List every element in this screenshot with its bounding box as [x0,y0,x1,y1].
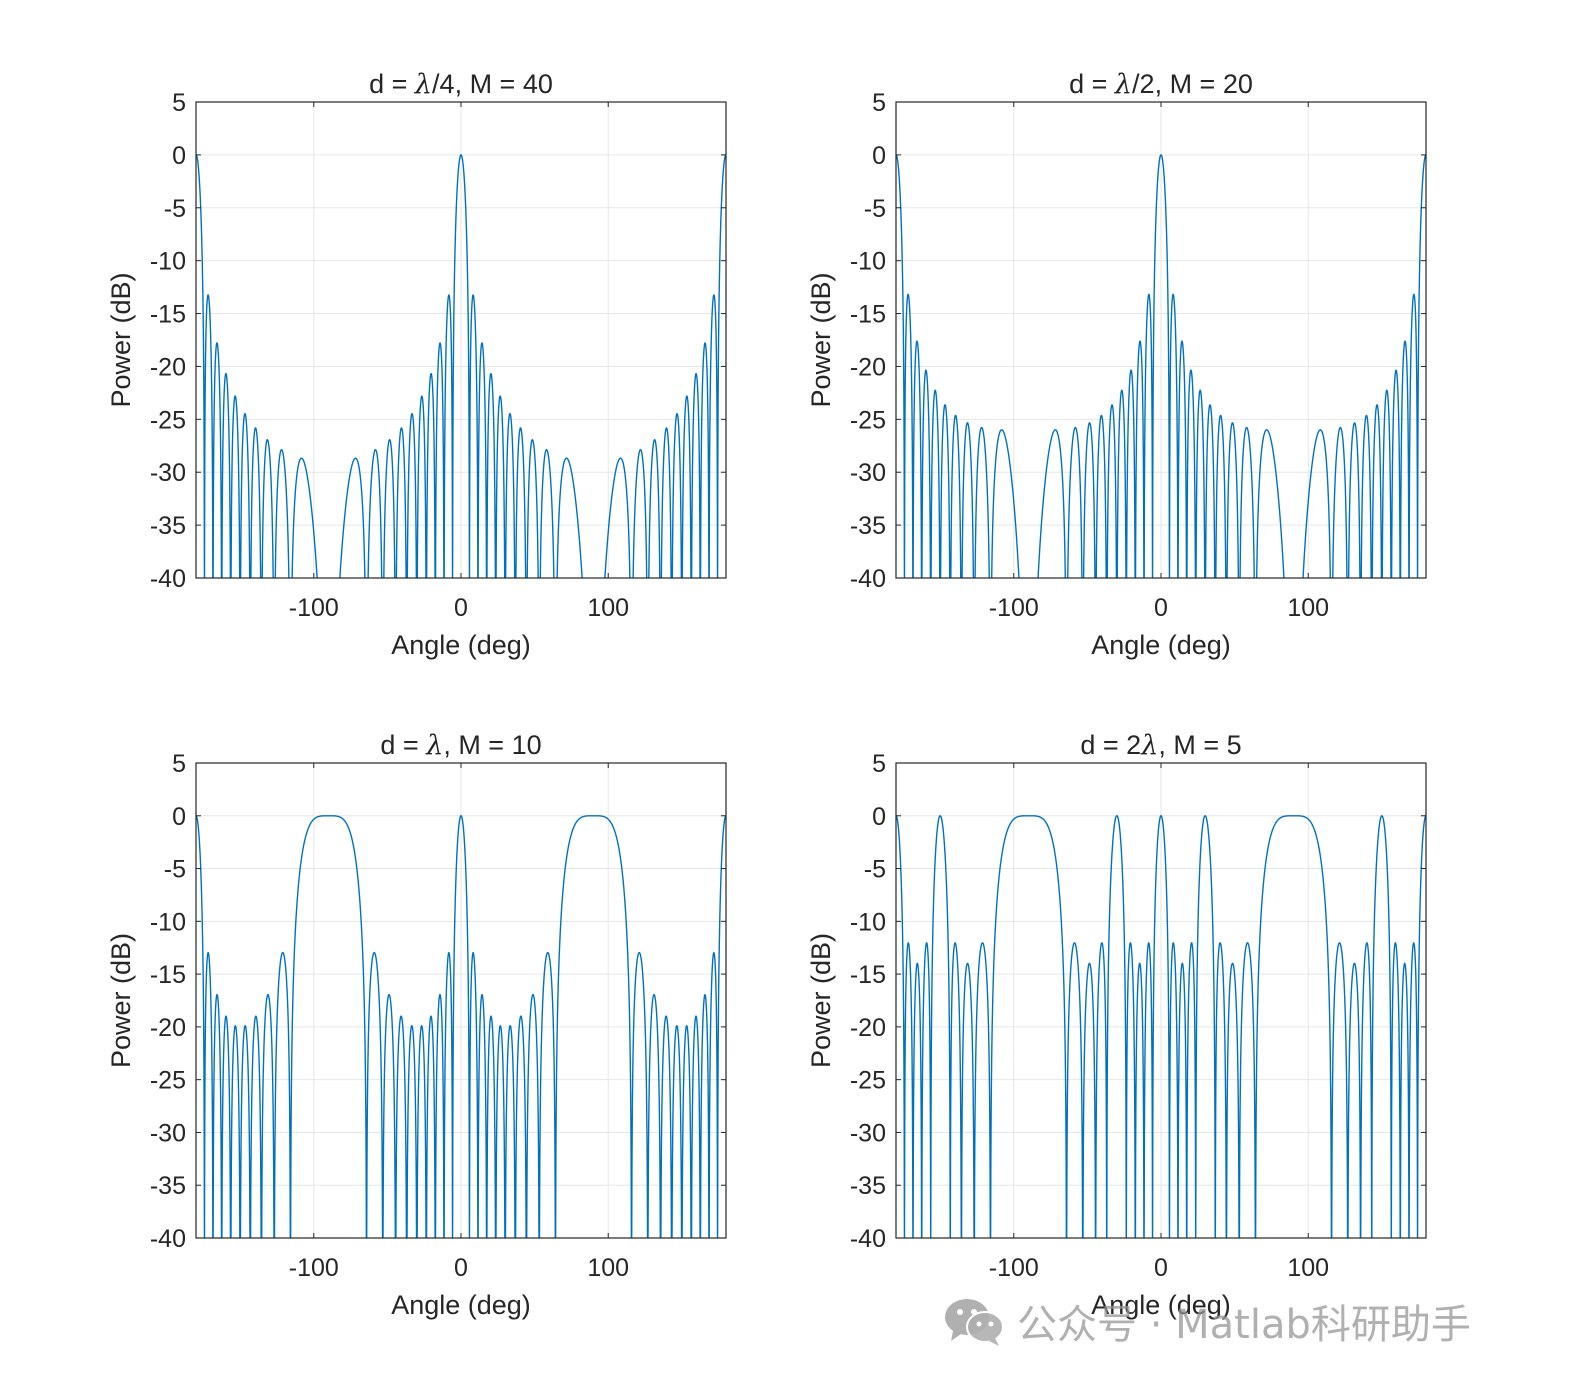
y-tick-label: -15 [850,961,886,989]
x-tick-label: 0 [1154,594,1168,622]
title-part: d = [380,730,426,760]
subplot-1: -100 0 100 5 0 -5 -10 -15 -20 -25 -30 -35 -40 d = λ/4… [106,69,727,660]
data-series-line [196,154,726,578]
y-tick-label: -20 [150,353,186,381]
title-part: , M = 10 [443,730,541,760]
y-tick-label: 0 [172,803,186,831]
x-axis-label: Angle (deg) [391,630,531,660]
subplot-3: -100 0 100 5 0 -5 -10 -15 -20 -25 -30 -35 -40 d = λ, … [106,730,727,1320]
title-lambda: λ [1140,730,1158,761]
y-tick-label: -25 [150,406,186,434]
chart-title: d = λ/2, M = 20 [1069,69,1253,100]
title-lambda: λ [425,730,443,761]
y-tick-label: 5 [872,89,886,117]
y-tick-label: 0 [872,803,886,831]
y-tick-label: -10 [150,248,186,276]
y-tick-label: -35 [150,512,186,540]
y-tick-label: 5 [172,89,186,117]
y-tick-label: -25 [150,1067,186,1095]
y-tick-label: -40 [850,565,886,593]
x-tick-label: -100 [289,594,339,622]
y-tick-label: -40 [850,1225,886,1253]
title-part: d = 2 [1080,730,1141,760]
data-series-line [896,815,1426,1238]
y-tick-label: -15 [150,961,186,989]
x-axis-label: Angle (deg) [1091,630,1231,660]
title-part: /2, M = 20 [1132,69,1253,99]
title-lambda: λ [1114,69,1132,100]
y-tick-label: -25 [850,1067,886,1095]
x-axis-label: Angle (deg) [391,1290,531,1320]
y-tick-label: -20 [850,1014,886,1042]
y-tick-label: -40 [150,565,186,593]
x-tick-label: -100 [289,1254,339,1282]
y-tick-label: 5 [872,750,886,778]
y-tick-label: -15 [850,301,886,329]
y-tick-label: -5 [864,856,886,884]
y-tick-label: -10 [850,908,886,936]
watermark: 公众号 · Matlab科研助手 [943,1293,1471,1349]
subplot-4: -100 0 100 5 0 -5 -10 -15 -20 -25 -30 -35 -40 d = 2λ,… [806,730,1427,1320]
y-tick-label: -10 [850,248,886,276]
x-tick-label: 0 [1154,1254,1168,1282]
watermark-text: 公众号 · Matlab科研助手 [1017,1302,1471,1348]
y-tick-label: -20 [150,1014,186,1042]
y-tick-label: -30 [150,459,186,487]
title-part: , M = 5 [1158,730,1241,760]
x-tick-label: 100 [587,1254,629,1282]
chart-title: d = λ/4, M = 40 [369,69,553,100]
x-tick-label: 0 [454,594,468,622]
y-tick-label: -5 [164,195,186,223]
title-lambda: λ [414,69,432,100]
y-tick-label: -35 [150,1172,186,1200]
title-part: /4, M = 40 [432,69,553,99]
y-tick-label: -5 [864,195,886,223]
y-tick-label: 0 [872,142,886,170]
data-series-line [196,815,726,1238]
subplot-2: -100 0 100 5 0 -5 -10 -15 -20 -25 -30 -35 -40 d = λ/2… [806,69,1427,660]
chart-title: d = λ, M = 10 [380,730,541,761]
title-part: d = [1069,69,1115,99]
y-tick-label: -30 [850,1119,886,1147]
x-tick-label: 100 [1287,594,1329,622]
y-axis-label: Power (dB) [106,933,136,1068]
y-tick-label: 0 [172,142,186,170]
x-tick-label: 100 [587,594,629,622]
y-axis-label: Power (dB) [106,272,136,407]
chart-title: d = 2λ, M = 5 [1080,730,1241,761]
y-tick-label: 5 [172,750,186,778]
y-tick-label: -5 [164,856,186,884]
y-tick-label: -20 [850,353,886,381]
wechat-icon [945,1299,1004,1346]
x-tick-label: 0 [454,1254,468,1282]
x-tick-label: -100 [989,594,1039,622]
y-tick-label: -35 [850,1172,886,1200]
data-series-line [896,154,1426,578]
y-axis-label: Power (dB) [806,272,836,407]
y-tick-label: -25 [850,406,886,434]
y-tick-label: -40 [150,1225,186,1253]
y-tick-label: -30 [850,459,886,487]
title-part: d = [369,69,415,99]
y-tick-label: -10 [150,908,186,936]
y-tick-label: -15 [150,301,186,329]
y-tick-label: -35 [850,512,886,540]
x-axis-label: Angle (deg) [1091,1290,1231,1320]
y-axis-label: Power (dB) [806,933,836,1068]
x-tick-label: 100 [1287,1254,1329,1282]
x-tick-label: -100 [989,1254,1039,1282]
y-tick-label: -30 [150,1119,186,1147]
